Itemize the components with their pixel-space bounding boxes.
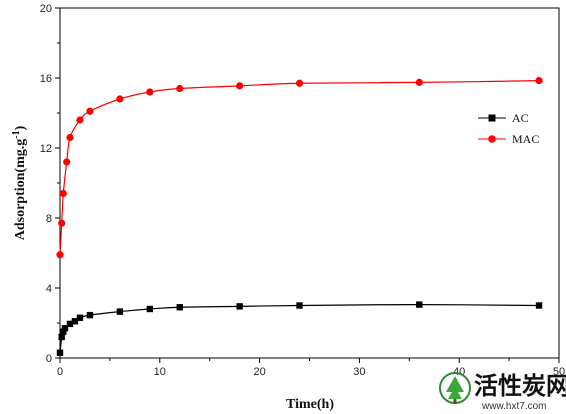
data-point-ac [61, 325, 69, 332]
y-tick-label: 12 [40, 143, 52, 155]
y-axis-label-superscript: -1 [11, 130, 22, 138]
y-axis-label-main: Adsorption(mg.g [13, 139, 28, 241]
watermark: 活性炭网 www.hxt7.com [439, 372, 566, 412]
legend: AC MAC [478, 111, 539, 146]
x-tick-label: 20 [253, 366, 265, 378]
data-point-ac [416, 301, 423, 308]
data-point-mac [236, 82, 244, 90]
x-axis: 0 10 20 30 40 50 [57, 358, 565, 378]
y-tick-label: 0 [46, 353, 52, 365]
data-point-ac [535, 302, 543, 309]
tree-globe-logo-icon [439, 372, 471, 404]
legend-label-ac: AC [512, 111, 529, 125]
data-point-mac [535, 77, 543, 85]
data-point-mac [146, 88, 154, 96]
series-layer [56, 77, 543, 356]
data-point-ac [58, 333, 65, 341]
legend-marker-mac [488, 135, 496, 143]
data-point-mac [176, 84, 184, 93]
y-axis: 0 4 8 12 16 20 [40, 3, 60, 365]
y-tick-label: 8 [46, 213, 52, 225]
data-point-ac [76, 314, 84, 321]
data-point-mac [76, 116, 84, 124]
data-point-mac [116, 95, 124, 103]
data-point-mac [59, 189, 67, 198]
watermark-brand: 活性炭网 [474, 372, 566, 400]
data-point-ac [71, 318, 79, 325]
x-tick-label: 50 [553, 366, 565, 378]
data-point-ac [236, 303, 243, 310]
data-point-mac [415, 78, 423, 86]
data-point-ac [146, 305, 154, 313]
legend-marker-ac [488, 114, 496, 122]
y-tick-label: 4 [46, 283, 52, 295]
watermark-url: www.hxt7.com [481, 401, 546, 412]
series-line-mac [59, 80, 540, 255]
data-point-mac [66, 133, 74, 142]
x-tick-label: 0 [57, 366, 63, 378]
data-point-ac [60, 328, 67, 335]
y-axis-label-close: ) [13, 125, 28, 130]
data-point-mac [58, 219, 66, 227]
data-point-mac [295, 79, 304, 87]
data-point-ac [86, 311, 94, 319]
y-tick-label: 20 [40, 3, 52, 15]
data-point-mac [86, 107, 94, 115]
x-axis-label: Time(h) [286, 397, 334, 412]
data-point-ac [296, 302, 303, 309]
data-point-mac [56, 251, 64, 259]
data-point-ac [66, 320, 74, 328]
x-tick-label: 10 [154, 366, 166, 378]
x-tick-label: 30 [353, 366, 365, 378]
data-point-ac [176, 304, 183, 311]
data-point-ac [116, 308, 124, 315]
y-tick-label: 16 [40, 73, 52, 85]
y-axis-label: Adsorption(mg.g-1) [11, 125, 28, 240]
data-point-ac [56, 349, 64, 356]
legend-label-mac: MAC [512, 132, 539, 146]
data-point-mac [63, 158, 71, 166]
